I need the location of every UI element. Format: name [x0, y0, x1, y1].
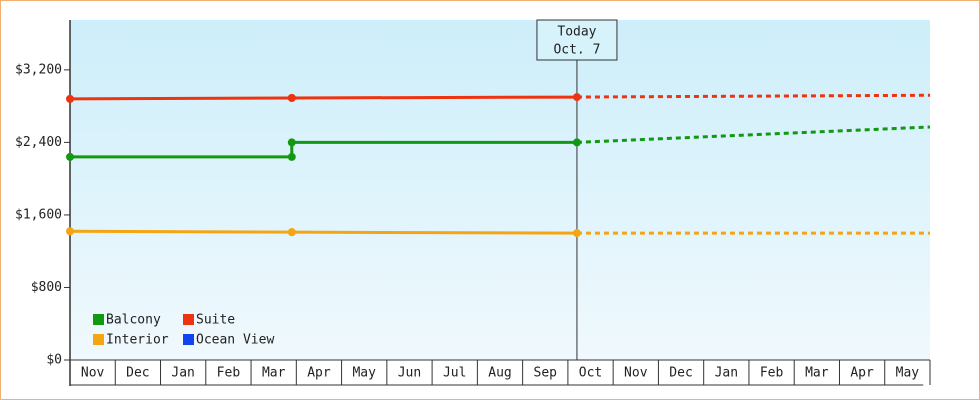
x-tick-label: Jan: [171, 366, 194, 381]
series-line: [69, 95, 577, 101]
x-tick-label: Sep: [534, 366, 558, 381]
x-tick-label: Nov: [81, 366, 105, 381]
series-line: [70, 140, 577, 159]
x-tick-label: Jun: [398, 366, 421, 381]
legend-swatch: [183, 334, 194, 345]
x-tick-label: Dec: [669, 366, 692, 381]
y-tick-label: $1,600: [15, 207, 62, 222]
legend-label: Interior: [106, 333, 169, 348]
legend-swatch: [93, 314, 104, 325]
x-tick-label: Mar: [262, 366, 286, 381]
point: [572, 93, 581, 102]
point: [66, 152, 74, 161]
y-tick-label: $0: [46, 353, 62, 368]
today-box: [536, 19, 618, 61]
point: [287, 228, 296, 237]
y-tick-label: $800: [31, 280, 62, 295]
legend-swatch: [183, 314, 194, 325]
x-tick-label: Jan: [715, 366, 738, 381]
x-tick-label: May: [352, 366, 376, 381]
point: [66, 227, 74, 236]
x-tick-label: May: [896, 366, 920, 381]
y-tick-label: $3,200: [15, 62, 62, 77]
point: [287, 152, 296, 161]
x-tick-label: Mar: [805, 366, 829, 381]
legend-swatch: [93, 334, 104, 345]
point: [287, 93, 296, 102]
legend-label: Ocean View: [196, 333, 274, 348]
point: [572, 229, 581, 238]
today-label: Today: [557, 25, 596, 40]
x-tick-label: Dec: [126, 366, 149, 381]
today-date: Oct. 7: [553, 43, 600, 58]
x-tick-label: Feb: [760, 366, 784, 381]
x-tick-label: Nov: [624, 366, 648, 381]
x-tick-label: Feb: [217, 366, 241, 381]
plot-area: [70, 20, 930, 360]
series-line: [69, 229, 577, 235]
legend-label: Suite: [196, 313, 235, 328]
x-tick-label: Oct: [579, 366, 602, 381]
forecast-line: [576, 125, 931, 144]
x-tick-label: Apr: [307, 366, 331, 381]
point: [572, 138, 581, 147]
y-tick-label: $2,400: [15, 135, 62, 150]
point: [287, 138, 296, 147]
point: [66, 94, 74, 103]
legend-label: Balcony: [106, 313, 161, 328]
forecast-line: [576, 93, 931, 99]
x-tick-label: Aug: [488, 366, 511, 381]
x-tick-label: Apr: [850, 366, 874, 381]
x-tick-label: Jul: [443, 366, 466, 381]
